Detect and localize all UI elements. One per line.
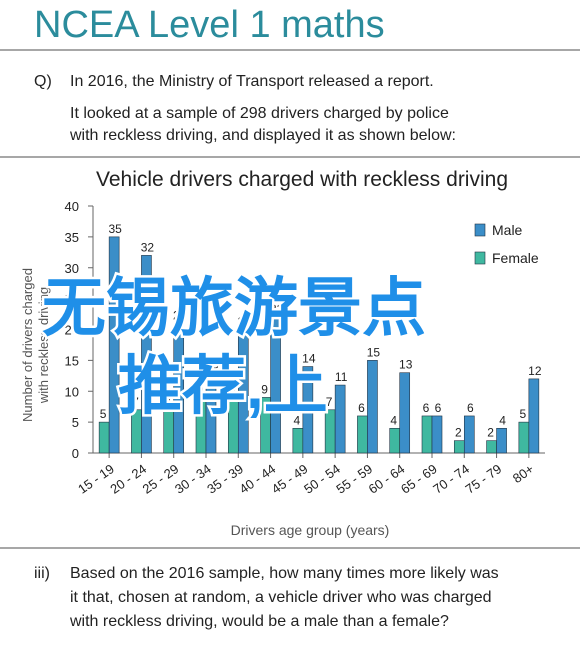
bar — [237, 329, 249, 454]
bar — [108, 236, 120, 454]
value-label: 7 — [132, 395, 139, 409]
legend-swatch — [474, 223, 486, 237]
bar — [367, 360, 378, 454]
y-axis-label: with reckless driving — [36, 287, 51, 404]
y-tick-label: 25 — [65, 292, 79, 307]
value-label: 9 — [229, 382, 236, 396]
bar — [399, 372, 411, 454]
y-tick-label: 20 — [65, 323, 79, 338]
value-label: 20 — [238, 315, 252, 329]
y-tick-label: 35 — [65, 230, 79, 245]
y-tick-label: 40 — [65, 199, 79, 214]
bar — [528, 378, 540, 454]
chart-title: Vehicle drivers charged with reckless dr… — [96, 168, 508, 191]
bar — [98, 421, 110, 454]
value-label: 6 — [435, 401, 442, 415]
y-tick-label: 15 — [65, 353, 79, 368]
bar — [302, 366, 314, 454]
bar — [518, 421, 530, 454]
bar — [431, 415, 443, 454]
question-line: Based on the 2016 sample, how many times… — [70, 565, 499, 582]
bar — [270, 316, 281, 454]
bar — [453, 440, 465, 454]
bar — [389, 427, 401, 454]
value-label: 22 — [270, 302, 284, 316]
value-label: 32 — [141, 240, 155, 254]
y-axis-label: Number of drivers charged — [20, 268, 35, 422]
bar — [496, 427, 507, 454]
bar — [141, 255, 152, 454]
value-label: 9 — [197, 382, 204, 396]
value-label: 7 — [164, 395, 171, 409]
value-label: 2 — [455, 426, 462, 440]
bar — [357, 415, 368, 454]
value-label: 12 — [528, 364, 542, 378]
question-label: iii) — [34, 565, 50, 582]
value-label: 6 — [423, 401, 430, 415]
legend-label: Female — [492, 250, 539, 266]
question-line: with reckless driving, would be a male t… — [69, 613, 449, 630]
value-label: 21 — [173, 308, 187, 322]
value-label: 4 — [294, 413, 301, 427]
question-line: it that, chosen at random, a vehicle dri… — [70, 589, 492, 606]
y-tick-label: 5 — [72, 415, 79, 430]
bar — [463, 415, 475, 454]
value-label: 13 — [205, 358, 219, 372]
value-label: 4 — [499, 413, 506, 427]
bar — [486, 440, 497, 454]
value-label: 14 — [302, 352, 316, 366]
bar — [292, 427, 304, 454]
y-tick-label: 0 — [72, 446, 79, 461]
value-label: 11 — [335, 370, 348, 384]
value-label: 15 — [367, 345, 381, 359]
bar — [334, 384, 346, 454]
question-line: In 2016, the Ministry of Transport relea… — [70, 73, 434, 90]
bar — [421, 415, 433, 454]
y-tick-label: 10 — [65, 384, 79, 399]
legend-swatch — [474, 251, 486, 265]
question-label: Q) — [34, 73, 52, 90]
legend-label: Male — [492, 222, 523, 238]
value-label: 5 — [100, 407, 107, 421]
value-label: 9 — [261, 382, 268, 396]
value-label: 2 — [487, 426, 494, 440]
value-label: 35 — [108, 222, 122, 236]
bar — [205, 372, 217, 454]
question-line: It looked at a sample of 298 drivers cha… — [70, 105, 449, 122]
header-title: NCEA Level 1 maths — [34, 4, 385, 46]
value-label: 13 — [399, 358, 413, 372]
value-label: 6 — [467, 401, 474, 415]
question-line: with reckless driving, and displayed it … — [69, 127, 456, 144]
value-label: 7 — [326, 395, 333, 409]
value-label: 6 — [358, 401, 365, 415]
y-tick-label: 30 — [65, 261, 79, 276]
value-label: 5 — [520, 407, 527, 421]
overlay-text: 无锡旅游景点 — [42, 272, 426, 344]
bar — [173, 323, 185, 454]
value-label: 4 — [390, 413, 397, 427]
x-axis-label: Drivers age group (years) — [231, 522, 390, 538]
overlay: 无锡旅游景点 推荐,上 — [40, 270, 429, 425]
overlay-text: 推荐,上 — [118, 350, 328, 422]
